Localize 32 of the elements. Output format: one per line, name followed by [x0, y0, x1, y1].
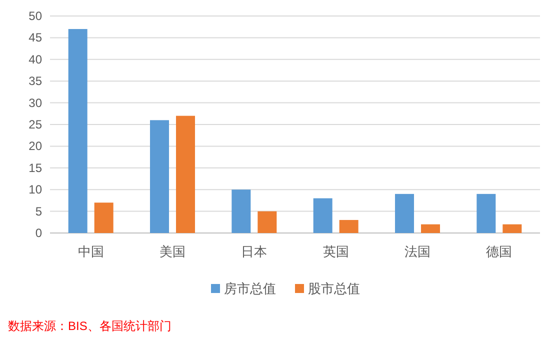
bar	[68, 29, 88, 233]
y-tick-label: 10	[28, 182, 42, 197]
bar	[313, 198, 332, 233]
y-tick-label: 40	[28, 52, 42, 66]
x-tick-label: 美国	[160, 244, 186, 259]
x-tick-label: 英国	[322, 244, 349, 259]
bar	[476, 194, 496, 233]
bar	[94, 202, 114, 233]
bar	[232, 190, 251, 233]
y-tick-label: 35	[28, 74, 42, 88]
x-tick-label: 日本	[241, 244, 268, 259]
source-note: 数据来源：BIS、各国统计部门	[8, 319, 172, 333]
legend-label: 股市总值	[308, 281, 360, 296]
y-tick-label: 0	[35, 226, 42, 240]
y-tick-label: 20	[28, 139, 42, 154]
legend-label: 房市总值	[224, 281, 276, 296]
x-tick-label: 德国	[486, 244, 512, 259]
bar	[502, 224, 522, 233]
bar	[258, 211, 277, 233]
x-tick-label: 法国	[404, 244, 430, 259]
y-tick-label: 25	[28, 118, 42, 132]
bar	[395, 194, 414, 233]
bar	[421, 224, 440, 233]
y-tick-label: 5	[35, 204, 42, 218]
x-tick-label: 中国	[78, 244, 104, 259]
bar	[176, 116, 195, 233]
bar	[150, 120, 169, 233]
bar	[339, 220, 358, 233]
y-tick-label: 15	[28, 160, 42, 175]
y-tick-label: 50	[28, 9, 42, 23]
y-tick-label: 30	[28, 96, 42, 110]
y-tick-label: 45	[28, 30, 42, 45]
